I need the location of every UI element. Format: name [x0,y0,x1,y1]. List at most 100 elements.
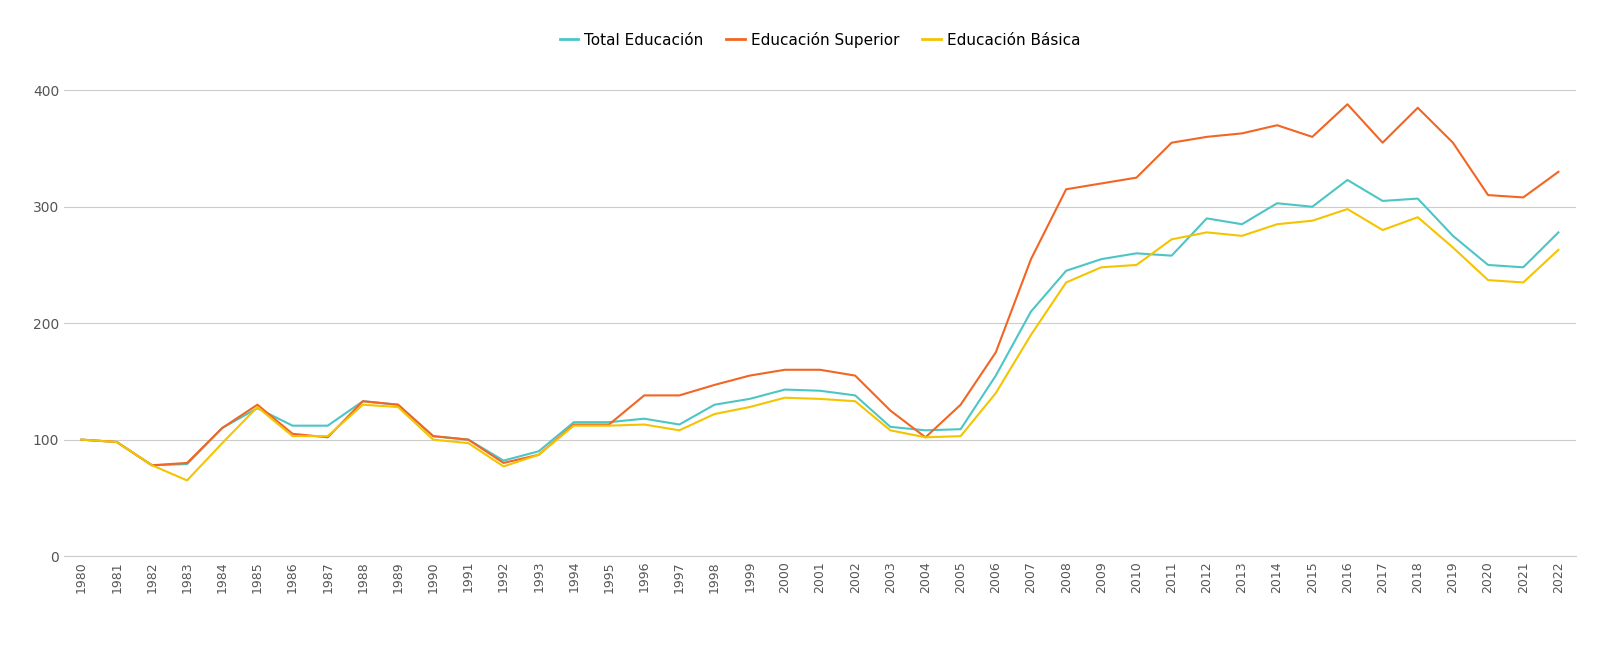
Educación Básica [354,401,373,409]
Educación Superior [1549,168,1568,176]
Educación Básica [1091,263,1110,271]
Educación Superior [986,348,1005,356]
Line: Educación Superior: Educación Superior [82,105,1558,465]
Educación Básica [248,403,267,411]
Educación Básica [1056,279,1075,287]
Educación Básica [600,421,619,429]
Educación Básica [1021,331,1040,339]
Educación Básica [530,451,549,459]
Line: Total Educación: Total Educación [82,180,1558,465]
Educación Básica [950,432,970,440]
Total Educación [354,397,373,405]
Educación Superior [776,366,795,374]
Educación Básica [1126,261,1146,269]
Total Educación [845,391,864,399]
Educación Superior [142,461,162,469]
Educación Superior [1408,104,1427,112]
Total Educación [915,426,934,434]
Educación Superior [318,433,338,442]
Educación Superior [178,459,197,467]
Total Educación [459,436,478,444]
Total Educación [248,404,267,412]
Total Educación [1408,194,1427,202]
Line: Educación Básica: Educación Básica [82,209,1558,480]
Educación Básica [1514,279,1533,287]
Educación Superior [1478,191,1498,199]
Educación Superior [1126,174,1146,182]
Educación Superior [283,430,302,438]
Total Educación [424,432,443,440]
Educación Básica [741,403,760,411]
Total Educación [178,460,197,468]
Total Educación [72,436,91,444]
Educación Superior [880,407,899,415]
Total Educación [670,421,690,429]
Total Educación [1549,228,1568,237]
Educación Básica [1408,213,1427,221]
Educación Superior [670,391,690,399]
Total Educación [1021,308,1040,316]
Educación Básica [389,403,408,411]
Educación Básica [283,432,302,440]
Total Educación [1162,252,1181,260]
Educación Superior [1197,133,1216,141]
Legend: Total Educación, Educación Superior, Educación Básica: Total Educación, Educación Superior, Edu… [554,25,1086,54]
Educación Superior [810,366,829,374]
Total Educación [530,448,549,456]
Total Educación [1126,249,1146,257]
Educación Superior [1338,100,1357,109]
Total Educación [1267,199,1286,207]
Total Educación [600,418,619,426]
Educación Básica [1197,228,1216,237]
Educación Básica [494,462,514,470]
Total Educación [107,438,126,446]
Educación Superior [1162,139,1181,147]
Total Educación [810,387,829,395]
Educación Básica [1232,232,1251,240]
Educación Básica [72,436,91,444]
Educación Superior [741,372,760,380]
Educación Básica [424,436,443,444]
Total Educación [950,425,970,433]
Total Educación [1056,267,1075,275]
Total Educación [494,456,514,464]
Educación Básica [213,439,232,447]
Total Educación [1373,197,1392,205]
Educación Superior [1267,121,1286,129]
Educación Básica [178,476,197,484]
Educación Superior [389,401,408,409]
Total Educación [213,424,232,432]
Educación Básica [706,410,725,418]
Educación Básica [1443,243,1462,251]
Educación Básica [915,433,934,442]
Educación Básica [1338,205,1357,213]
Total Educación [741,395,760,403]
Total Educación [283,421,302,429]
Educación Superior [1302,133,1322,141]
Total Educación [1338,176,1357,184]
Total Educación [706,401,725,409]
Educación Superior [845,372,864,380]
Educación Superior [1373,139,1392,147]
Educación Básica [1162,235,1181,243]
Total Educación [1443,232,1462,240]
Total Educación [1514,263,1533,271]
Educación Básica [810,395,829,403]
Educación Superior [424,432,443,440]
Educación Superior [1232,129,1251,137]
Total Educación [565,418,584,426]
Educación Superior [107,438,126,446]
Educación Superior [530,451,549,459]
Educación Básica [670,426,690,434]
Educación Básica [1267,220,1286,228]
Educación Superior [950,401,970,409]
Total Educación [635,415,654,423]
Total Educación [389,401,408,409]
Educación Básica [1302,216,1322,224]
Total Educación [318,421,338,429]
Educación Superior [1091,180,1110,188]
Total Educación [1197,214,1216,222]
Educación Superior [354,397,373,405]
Educación Superior [1021,255,1040,263]
Total Educación [880,423,899,431]
